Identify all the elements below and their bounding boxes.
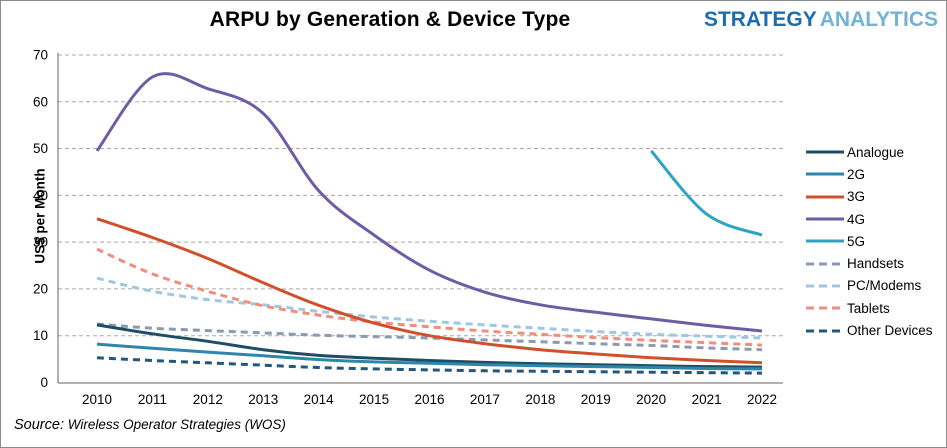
y-axis-label: US$ per Month: [32, 168, 48, 264]
x-tick-label: 2017: [470, 392, 500, 407]
legend-swatch-analogue-icon: [806, 150, 844, 154]
legend-item-other-devices: Other Devices: [806, 319, 933, 341]
series-line-3g: [96, 217, 763, 365]
x-tick-label: 2021: [692, 392, 722, 407]
series-line-pc-modems: [96, 276, 763, 340]
legend-swatch-tablets-icon: [806, 306, 844, 310]
chart-title: ARPU by Generation & Device Type: [209, 8, 571, 31]
source-note: Source: Wireless Operator Strategies (WO…: [14, 417, 286, 433]
legend-label: 5G: [847, 233, 866, 249]
series-line-2g: [96, 342, 763, 371]
source-text: Wireless Operator Strategies (WOS): [67, 417, 286, 432]
x-tick-label: 2011: [138, 392, 167, 407]
x-tick-label: 2013: [248, 392, 278, 407]
strategy-analytics-logo: STRATEGY ANALYTICS: [704, 8, 938, 32]
x-tick-label: 2022: [747, 392, 777, 407]
series-line-other-devices: [96, 356, 763, 375]
x-tick-label: 2014: [304, 392, 335, 407]
x-tick-label: 2020: [636, 392, 666, 407]
y-tick-label: 70: [33, 47, 48, 62]
x-tick-label: 2016: [414, 392, 444, 407]
y-tick-label: 60: [33, 94, 48, 109]
legend-swatch-handsets-icon: [806, 262, 844, 266]
legend-item-pc-modems: PC/Modems: [806, 275, 933, 297]
legend-label: 3G: [847, 189, 866, 205]
series-line-analogue: [96, 323, 763, 369]
y-tick-label: 10: [33, 328, 48, 343]
legend-item-4g: 4G: [806, 208, 933, 230]
legend-swatch-pc-modems-icon: [806, 284, 844, 288]
source-prefix: Source:: [14, 417, 64, 433]
legend-label: Analogue: [847, 144, 905, 160]
legend-swatch-2g-icon: [806, 172, 844, 176]
legend-swatch-5g-icon: [806, 239, 844, 243]
legend-item-tablets: Tablets: [806, 297, 933, 319]
logo-strategy-text: STRATEGY: [703, 8, 817, 31]
y-tick-label: 40: [33, 188, 48, 203]
legend-label: 4G: [847, 211, 866, 227]
logo-analytics-text: ANALYTICS: [819, 8, 938, 31]
x-tick-label: 2012: [193, 392, 223, 407]
legend-item-5g: 5G: [806, 230, 933, 252]
legend-label: Tablets: [847, 300, 890, 316]
legend-label: Handsets: [847, 256, 905, 272]
legend-label: Other Devices: [847, 323, 933, 339]
legend-item-3g: 3G: [806, 186, 933, 208]
legend-item-analogue: Analogue: [806, 141, 933, 163]
legend-item-2g: 2G: [806, 163, 933, 185]
legend-swatch-other-devices-icon: [806, 329, 844, 333]
x-tick-label: 2019: [581, 392, 611, 407]
series-line-handsets: [96, 322, 763, 352]
x-tick-label: 2010: [82, 392, 112, 407]
series-line-5g: [650, 149, 763, 237]
legend-item-handsets: Handsets: [806, 252, 933, 274]
x-tick-label: 2015: [359, 392, 389, 407]
y-tick-label: 30: [33, 235, 48, 250]
y-tick-label: 50: [33, 141, 48, 156]
legend-swatch-4g-icon: [806, 217, 844, 221]
y-tick-label: 0: [40, 375, 48, 390]
series-line-tablets: [96, 247, 763, 347]
legend-label: 2G: [847, 166, 866, 182]
series-line-4g: [95, 72, 763, 333]
y-tick-label: 20: [33, 281, 48, 296]
x-tick-label: 2018: [525, 392, 555, 407]
legend-swatch-3g-icon: [806, 195, 844, 199]
legend-label: PC/Modems: [847, 278, 922, 294]
chart-legend: Analogue 2G 3G 4G 5G Handsets PC/Modems Tablets…: [806, 141, 933, 342]
